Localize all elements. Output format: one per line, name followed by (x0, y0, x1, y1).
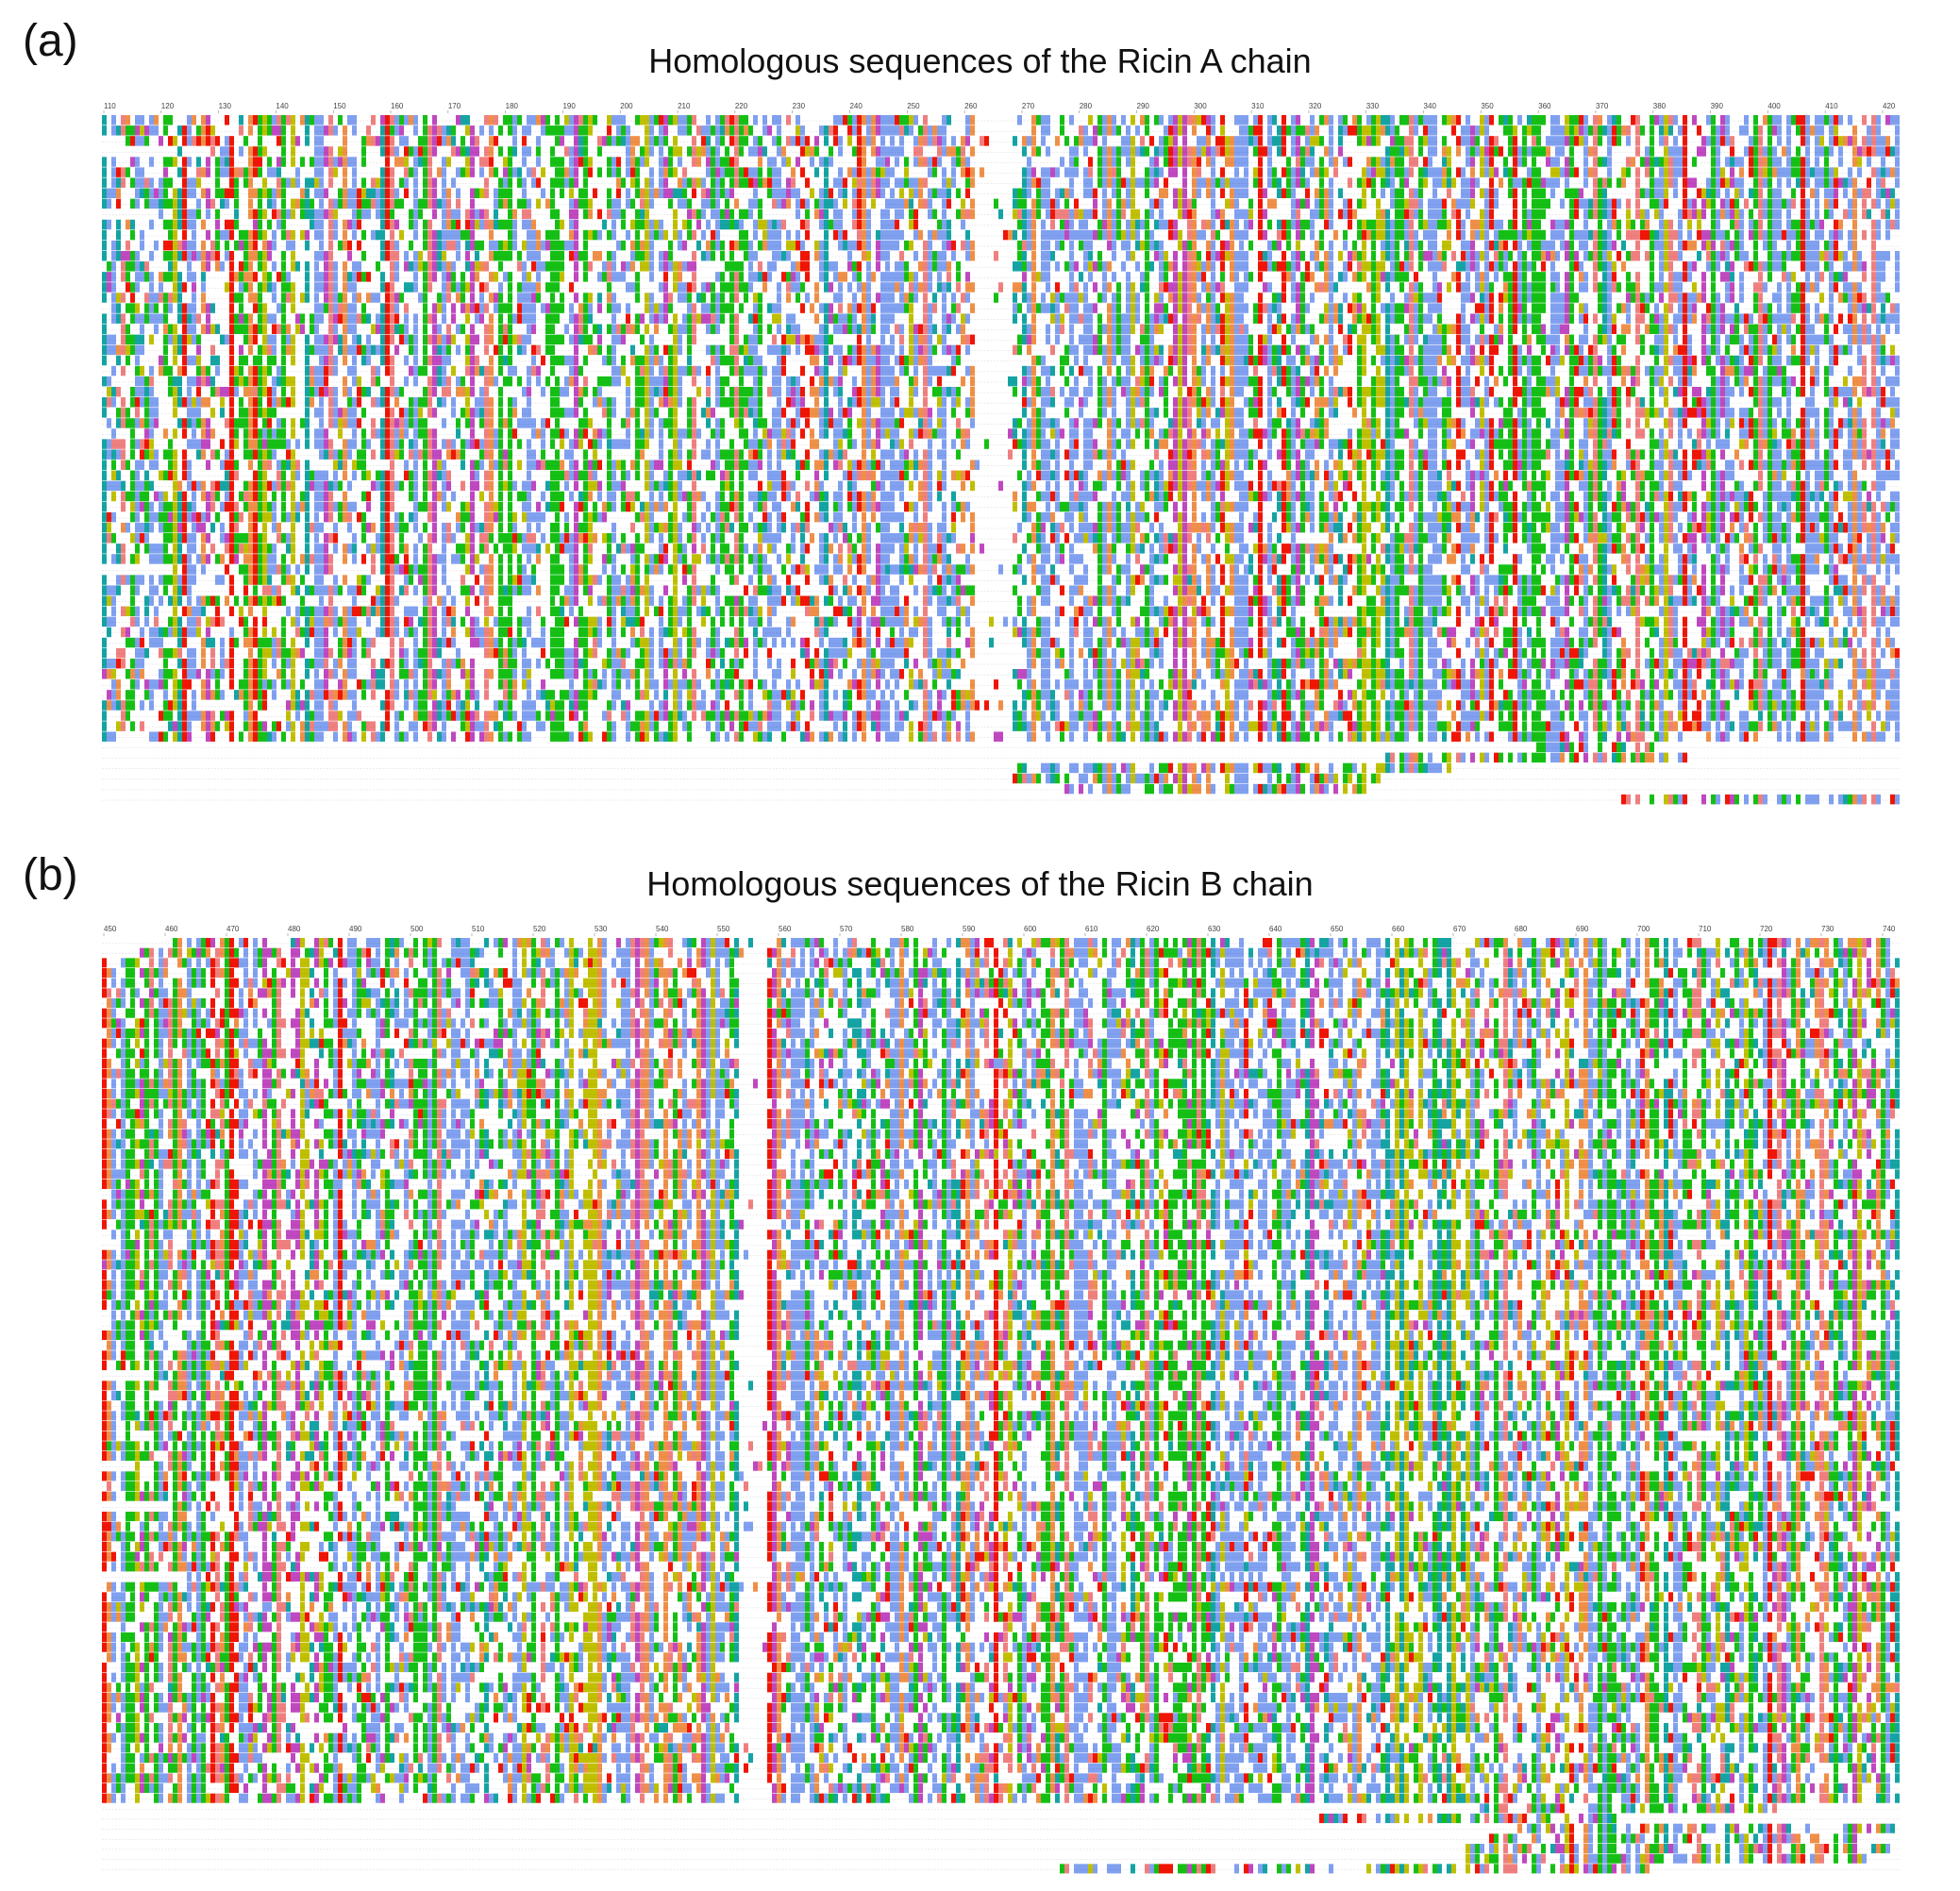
ruler-tick-label: 340 (1424, 102, 1437, 110)
ruler-tick-label: 630 (1208, 925, 1221, 933)
ruler-tick-label: 270 (1022, 102, 1035, 110)
ruler-tick-label: 390 (1711, 102, 1724, 110)
ruler-tick-label: 670 (1453, 925, 1466, 933)
ruler-tick-label: 240 (849, 102, 863, 110)
alignment-rows (102, 938, 1900, 1874)
alignment-rows (102, 115, 1900, 805)
panel-b-label: (b) (23, 849, 78, 901)
ruler-tick-label: 660 (1392, 925, 1405, 933)
ruler-tick-label: 190 (562, 102, 576, 110)
ruler-tick-label: 590 (963, 925, 976, 933)
ruler-tick-label: 460 (165, 925, 178, 933)
ruler-tick-label: 470 (226, 925, 240, 933)
ruler-tick-label: 530 (595, 925, 608, 933)
alignment-svg: 110 120 130 140 150 160 170 180 190 200 210 220 230 2… (102, 102, 1900, 805)
ruler-tick-label: 180 (506, 102, 519, 110)
ruler-tick-label: 560 (779, 925, 792, 933)
ruler-tick-label: 520 (533, 925, 546, 933)
ruler-tick-label: 210 (678, 102, 691, 110)
ruler-tick-label: 410 (1825, 102, 1838, 110)
ruler-tick-label: 710 (1699, 925, 1712, 933)
alignment-svg: 450 460 470 480 490 500 510 520 530 540 550 560 570 5… (102, 925, 1900, 1874)
ruler-tick-label: 380 (1653, 102, 1667, 110)
ruler-tick-label: 400 (1767, 102, 1781, 110)
ruler-tick-label: 580 (901, 925, 914, 933)
ruler-tick-label: 640 (1269, 925, 1282, 933)
ruler-tick-label: 730 (1821, 925, 1834, 933)
ruler-tick-label: 230 (793, 102, 806, 110)
ruler-tick-label: 150 (333, 102, 346, 110)
ruler-tick-label: 490 (349, 925, 362, 933)
panel-b-title: Homologous sequences of the Ricin B chai… (0, 864, 1960, 904)
ruler-tick-label: 160 (391, 102, 404, 110)
ruler-tick-label: 280 (1080, 102, 1093, 110)
ruler-tick-label: 350 (1481, 102, 1494, 110)
panel-a-label: (a) (23, 15, 78, 67)
ruler-tick-label: 700 (1637, 925, 1650, 933)
ruler-tick-label: 610 (1085, 925, 1098, 933)
ruler-tick-label: 570 (840, 925, 853, 933)
ruler-tick-label: 550 (717, 925, 730, 933)
ruler-tick-label: 650 (1331, 925, 1344, 933)
ruler-tick-label: 330 (1366, 102, 1380, 110)
ruler-tick-label: 480 (288, 925, 301, 933)
ruler-tick-label: 740 (1883, 925, 1896, 933)
ruler-tick-label: 540 (656, 925, 669, 933)
panel-a-title: Homologous sequences of the Ricin A chai… (0, 42, 1960, 81)
ruler-tick-label: 120 (161, 102, 175, 110)
ruler-tick-label: 680 (1515, 925, 1528, 933)
ruler-tick-label: 110 (104, 102, 116, 110)
ruler-tick-label: 600 (1024, 925, 1037, 933)
ruler-tick-label: 510 (472, 925, 485, 933)
ruler-tick-label: 690 (1576, 925, 1589, 933)
ruler-tick-label: 360 (1538, 102, 1551, 110)
ruler-tick-label: 500 (410, 925, 424, 933)
panel-b-alignment: 450 460 470 480 490 500 510 520 530 540 550 560 570 5… (102, 923, 1900, 1876)
ruler-tick-label: 140 (276, 102, 289, 110)
ruler-tick-label: 290 (1137, 102, 1150, 110)
ruler-tick-label: 310 (1251, 102, 1265, 110)
ruler-tick-label: 130 (219, 102, 232, 110)
ruler-tick-label: 260 (964, 102, 978, 110)
panel-a-alignment: 110 120 130 140 150 160 170 180 190 200 210 220 230 2… (102, 100, 1900, 807)
ruler-tick-label: 300 (1194, 102, 1207, 110)
ruler-tick-label: 170 (448, 102, 461, 110)
ruler-tick-label: 250 (907, 102, 920, 110)
ruler-tick-label: 200 (620, 102, 633, 110)
ruler-tick-label: 720 (1760, 925, 1773, 933)
ruler-tick-label: 320 (1309, 102, 1322, 110)
ruler-tick-label: 420 (1883, 102, 1896, 110)
ruler-tick-label: 220 (735, 102, 748, 110)
ruler-tick-label: 450 (104, 925, 117, 933)
ruler-tick-label: 620 (1147, 925, 1160, 933)
ruler-tick-label: 370 (1596, 102, 1609, 110)
